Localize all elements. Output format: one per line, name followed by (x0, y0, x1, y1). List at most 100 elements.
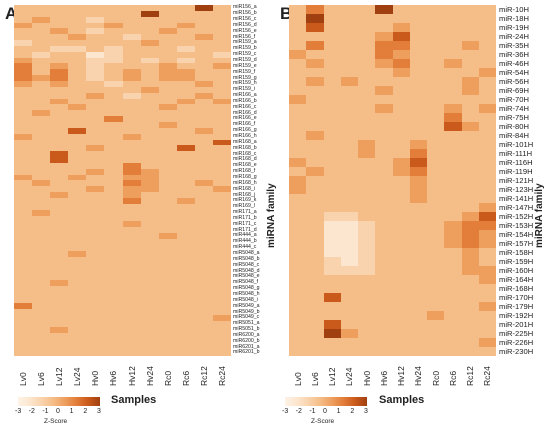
heat-cell-b (461, 266, 479, 275)
heat-cell-b (323, 86, 341, 95)
heat-cell-a (68, 127, 87, 134)
heat-cell-b (289, 86, 307, 95)
heat-cell-b (340, 140, 358, 149)
heat-cell-b (392, 311, 410, 320)
heat-cell-a (32, 22, 51, 29)
heat-cell-a (212, 116, 231, 122)
heat-cell-b (306, 14, 324, 23)
heat-cell-b (427, 95, 445, 104)
heat-cell-a (68, 250, 87, 257)
heat-cell-a (122, 350, 141, 356)
heat-cell-a (140, 86, 159, 93)
heat-cell-b (427, 113, 445, 122)
heat-cell-a (158, 350, 177, 356)
heat-cell-b (392, 140, 410, 149)
heat-cell-b (392, 158, 410, 167)
heat-cell-b (358, 347, 376, 356)
heat-cell-b (289, 167, 307, 176)
row-label-a: miR166_a (233, 92, 257, 99)
heat-cell-a (194, 63, 213, 70)
heat-cell-b (289, 329, 307, 338)
heat-cell-a (32, 145, 51, 152)
heat-cell-a (86, 291, 105, 298)
heat-cell-a (50, 186, 69, 193)
heat-cell-a (140, 28, 159, 35)
row-label-a: miR159_h (233, 80, 257, 87)
heat-cell-a (140, 110, 159, 117)
heat-cell-b (289, 257, 307, 266)
heat-cell-a (122, 320, 141, 327)
heat-cell-a (50, 291, 69, 298)
heat-cell-b (444, 284, 462, 293)
heat-cell-b (461, 338, 479, 347)
heat-cell-a (68, 34, 87, 41)
row-label-b: miR-153H (499, 220, 534, 230)
heat-cell-b (323, 158, 341, 167)
heat-cell-b (375, 86, 393, 95)
heat-cell-b (392, 131, 410, 140)
heat-cell-a (104, 81, 123, 87)
heat-cell-a (122, 215, 141, 222)
heat-cell-b (340, 275, 358, 284)
heat-cell-a (68, 162, 87, 169)
heat-cell-b (289, 311, 307, 320)
heat-cell-a (14, 350, 33, 356)
heat-cell-b (289, 239, 307, 248)
heat-cell-a (104, 51, 123, 58)
heat-cell-b (478, 320, 496, 329)
heat-cell-a (176, 139, 195, 146)
heat-cell-b (358, 104, 376, 113)
heat-cell-a (194, 16, 213, 23)
heat-cell-a (32, 162, 51, 169)
heat-cell-a (14, 233, 33, 239)
heat-cell-a (212, 121, 231, 128)
heat-cell-b (289, 266, 307, 275)
heat-cell-a (68, 203, 87, 210)
heat-cell-b (461, 50, 479, 59)
heat-cell-a (176, 332, 195, 339)
heat-cell-a (32, 227, 51, 234)
heat-cell-a (140, 332, 159, 339)
heat-cell-a (122, 116, 141, 122)
row-label-a: miR156_a (233, 4, 257, 11)
heat-cell-a (158, 45, 177, 52)
heat-cell-a (14, 57, 33, 64)
heat-cell-a (32, 168, 51, 175)
heat-cell-b (289, 50, 307, 59)
heat-cell-a (140, 250, 159, 257)
heat-cell-b (461, 194, 479, 203)
heat-cell-b (444, 59, 462, 68)
heat-cell-a (68, 238, 87, 245)
heat-cell-a (104, 344, 123, 351)
heat-cell-a (158, 209, 177, 216)
row-label-a: miR166_g (233, 127, 257, 134)
heat-cell-b (461, 167, 479, 176)
heat-cell-b (306, 194, 324, 203)
heat-cell-a (122, 221, 141, 228)
heat-cell-a (122, 22, 141, 29)
heat-cell-b (444, 338, 462, 347)
heat-cell-a (140, 121, 159, 128)
heat-cell-b (340, 5, 358, 14)
zscore-tick-a: 0 (56, 408, 60, 415)
heat-cell-a (86, 157, 105, 163)
heat-cell-b (392, 32, 410, 41)
heat-cell-b (444, 239, 462, 248)
heat-cell-a (104, 192, 123, 199)
heat-cell-a (104, 350, 123, 356)
heat-cell-b (461, 212, 479, 221)
heat-cell-b (392, 320, 410, 329)
heat-cell-b (461, 59, 479, 68)
heat-cell-b (478, 347, 496, 356)
heat-cell-b (392, 329, 410, 338)
heat-cell-b (375, 5, 393, 14)
row-label-a: miR5048_a (233, 250, 260, 257)
heat-cell-a (212, 338, 231, 345)
heat-cell-b (478, 122, 496, 131)
row-label-b: miR-230H (499, 346, 534, 356)
heat-cell-a (14, 63, 33, 70)
heat-cell-a (50, 168, 69, 175)
heat-cell-b (340, 338, 358, 347)
heat-cell-a (32, 98, 51, 105)
heat-cell-a (50, 57, 69, 64)
